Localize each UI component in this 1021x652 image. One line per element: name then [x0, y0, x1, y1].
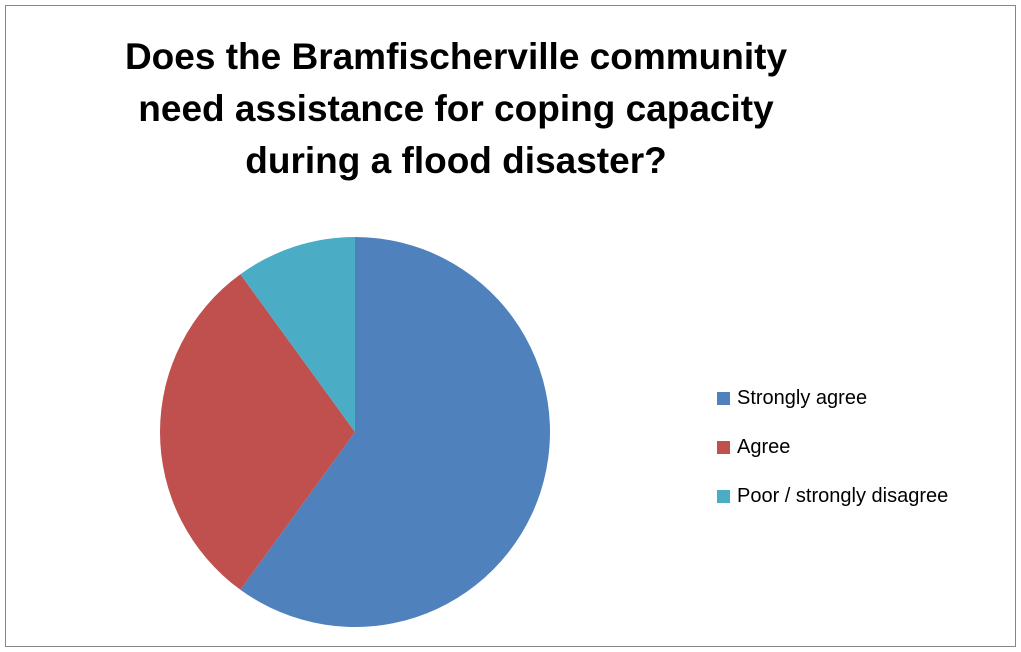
pie-slice-poor-strongly-disagree: [240, 237, 355, 432]
legend-item: Poor / strongly disagree: [717, 472, 948, 521]
legend-swatch: [717, 392, 730, 405]
legend-label: Strongly agree: [737, 387, 868, 409]
legend-swatch: [717, 441, 730, 454]
legend-label: Agree: [737, 436, 791, 458]
legend-swatch: [717, 490, 730, 503]
pie-slice-agree: [160, 274, 355, 590]
chart-area: Does the Bramfischerville community need…: [5, 5, 1016, 647]
legend-item: Agree: [717, 423, 948, 472]
pie-chart: [160, 237, 550, 627]
legend: Strongly agree Agree Poor / strongly disag…: [717, 374, 948, 521]
legend-item: Strongly agree: [717, 374, 948, 423]
chart-title: Does the Bramfischerville community need…: [124, 36, 788, 181]
legend-label: Poor / strongly disagree: [737, 485, 949, 507]
pie-slice-strongly-agree: [240, 237, 550, 627]
